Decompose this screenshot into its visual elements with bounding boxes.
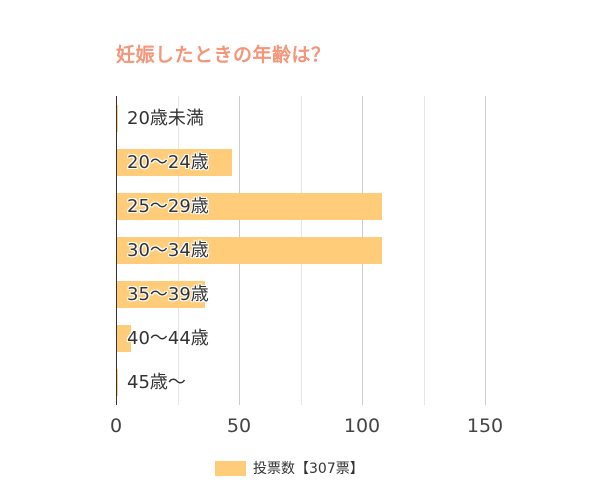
category-label: 30～34歳 (127, 239, 209, 261)
plot-area: 20歳未満 20～24歳 25～29歳 30～34歳 35～39歳 40～44歳 45歳～ (116, 96, 516, 405)
category-label: 25～29歳 (127, 195, 209, 217)
bar[interactable] (116, 148, 232, 176)
bar[interactable] (116, 368, 119, 396)
category-label: 45歳～ (127, 371, 186, 393)
gridline-150 (485, 96, 486, 405)
x-tick-label: 150 (466, 415, 504, 437)
category-label: 20～24歳 (127, 151, 209, 173)
x-tick-label: 50 (226, 415, 252, 437)
legend-label: 投票数【307票】 (253, 461, 364, 477)
x-tick-label: 100 (343, 415, 381, 437)
bar[interactable] (116, 192, 382, 220)
category-label: 35～39歳 (127, 283, 209, 305)
chart-title: 妊娠したときの年齢は？ (116, 44, 331, 66)
gridline-125 (423, 96, 425, 405)
legend[interactable]: 投票数【307票】 (215, 458, 364, 478)
y-axis-line (116, 96, 117, 405)
bar[interactable] (116, 324, 131, 352)
bar[interactable] (116, 280, 205, 308)
category-label: 20歳未満 (127, 107, 204, 129)
bar[interactable] (116, 236, 382, 264)
category-label: 40～44歳 (127, 327, 209, 349)
legend-swatch (215, 460, 246, 476)
bar[interactable] (116, 104, 119, 132)
x-tick-label: 0 (109, 415, 123, 437)
